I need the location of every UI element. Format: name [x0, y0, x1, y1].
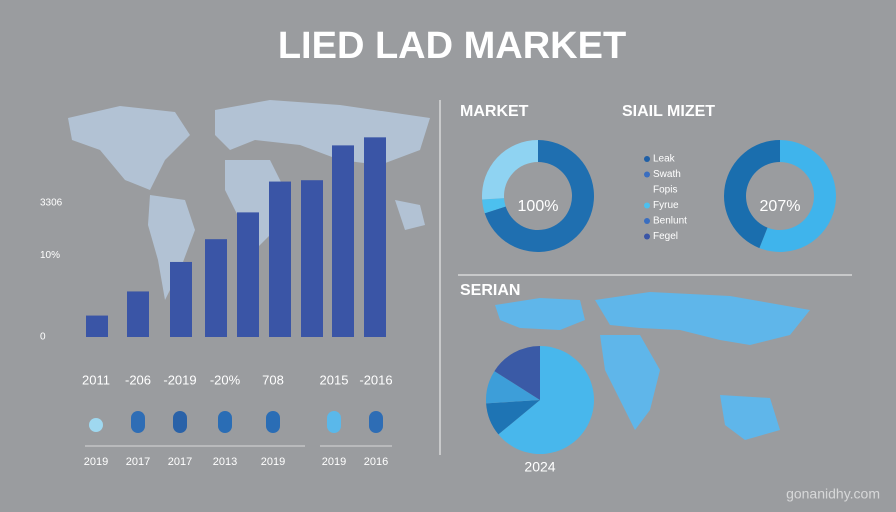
slice	[494, 346, 540, 400]
chart-title: MARKET	[460, 103, 529, 120]
y-tick-label: 0	[40, 332, 46, 343]
watermark: gonanidhy.com	[786, 486, 880, 502]
bar	[364, 137, 386, 337]
chart-title: SERIAN	[460, 282, 520, 299]
timeline-pill	[89, 418, 103, 432]
bar	[127, 291, 149, 337]
legend-label: Benlunt	[653, 216, 687, 227]
center-label: 207%	[760, 198, 801, 215]
timeline-top-label: -20%	[210, 372, 241, 387]
chart-subtitle: 2024	[524, 459, 555, 475]
legend-label: Leak	[653, 154, 676, 165]
timeline-pill	[131, 411, 145, 433]
timeline-top-label: -206	[125, 372, 151, 387]
legend-label: Fopis	[653, 185, 677, 196]
bar	[332, 145, 354, 337]
timeline-bottom-label: 2017	[168, 456, 192, 468]
timeline-bottom-label: 2019	[84, 456, 108, 468]
timeline-top-label: -2019	[163, 372, 196, 387]
y-tick-label: 10%	[40, 250, 60, 261]
legend-dot	[644, 171, 650, 178]
slice	[723, 140, 780, 249]
legend-dot	[644, 156, 650, 162]
bar	[170, 261, 192, 337]
timeline-top-label: 2015	[320, 372, 349, 387]
timeline-top-label: 2011	[82, 372, 110, 387]
slice	[486, 371, 540, 404]
bar	[269, 181, 291, 337]
legend-dot	[644, 202, 650, 209]
legend-dot	[644, 218, 650, 224]
slice	[484, 140, 595, 252]
timeline-top-label: 708	[262, 372, 284, 387]
timeline-pill	[369, 411, 383, 433]
chart-title: SIAIL MIZET	[622, 103, 715, 120]
timeline-bottom-label: 2013	[213, 456, 237, 468]
slice	[486, 400, 540, 435]
timeline-bottom-label: 2019	[261, 456, 285, 468]
title: LIED LAD MARKET	[278, 25, 626, 67]
legend-dot	[644, 233, 650, 240]
legend-label: Fegel	[653, 231, 678, 242]
slice	[498, 346, 594, 454]
timeline-pill	[327, 411, 341, 433]
bar	[237, 212, 259, 337]
center-label: 100%	[518, 198, 559, 215]
world-map-right	[495, 292, 810, 440]
y-tick-label: 3306	[40, 198, 63, 209]
legend-label: Swath	[653, 169, 681, 180]
timeline-bottom-label: 2016	[364, 456, 388, 468]
bar	[86, 315, 108, 337]
legend-label: Fyrue	[653, 200, 679, 211]
slice	[759, 140, 836, 252]
timeline-pill	[218, 411, 232, 433]
slice	[482, 140, 538, 200]
timeline-pill	[173, 411, 187, 433]
timeline-bottom-label: 2019	[322, 456, 346, 468]
bar	[205, 239, 227, 337]
timeline-top-label: -2016	[359, 372, 392, 387]
slice	[482, 198, 506, 214]
timeline-pill	[266, 411, 280, 433]
timeline-bottom-label: 2017	[126, 456, 150, 468]
bar	[301, 180, 323, 337]
